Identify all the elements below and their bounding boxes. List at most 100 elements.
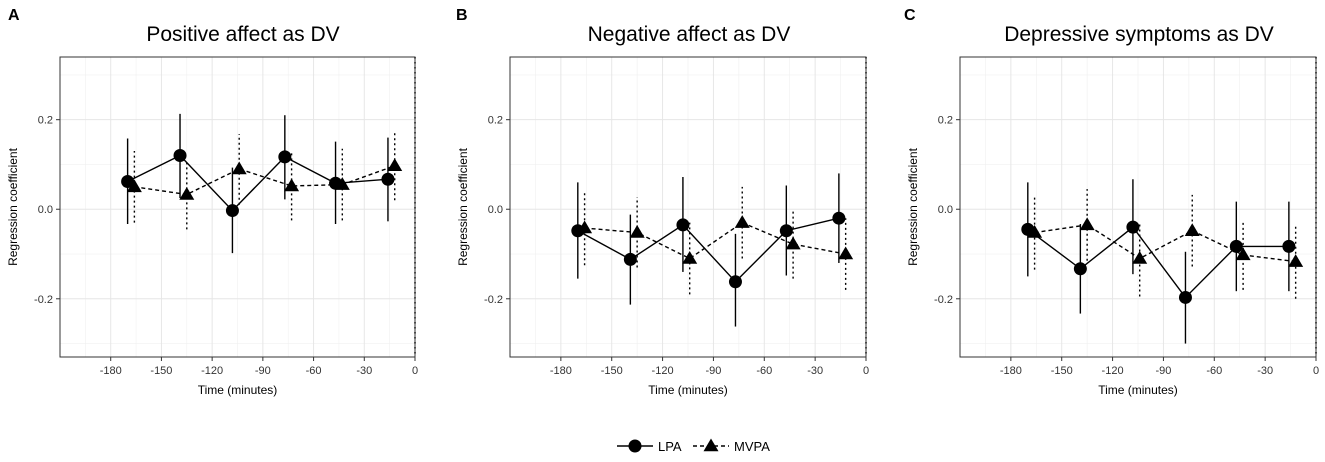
data-point <box>231 161 247 175</box>
legend-marker <box>628 439 642 453</box>
y-tick-label: -0.2 <box>934 294 953 306</box>
y-tick-label: -0.2 <box>484 294 503 306</box>
series-line <box>127 154 389 212</box>
y-tick-label: 0.2 <box>38 115 53 127</box>
data-point <box>1126 220 1140 234</box>
panel-letter: A <box>8 7 20 24</box>
x-tick-label: -30 <box>356 365 372 377</box>
data-point <box>126 179 142 193</box>
y-axis-label: Regression coefficient <box>6 147 20 266</box>
series-line <box>1034 224 1296 263</box>
x-axis-label: Time (minutes) <box>648 383 728 397</box>
series-lpa <box>571 173 846 327</box>
data-point <box>121 174 135 188</box>
series-lpa <box>1021 179 1296 344</box>
plot-border <box>59 56 416 358</box>
x-tick-label: -150 <box>1051 365 1073 377</box>
y-tick-label: 0.2 <box>938 115 953 127</box>
y-tick-label: 0.0 <box>938 204 953 216</box>
series-mvpa <box>577 186 854 295</box>
data-point <box>623 252 637 266</box>
data-point <box>1229 239 1243 253</box>
x-tick-label: 0 <box>1313 365 1319 377</box>
data-point <box>284 178 300 192</box>
x-tick-label: -120 <box>652 365 674 377</box>
chart-title: Negative affect as DV <box>588 23 791 46</box>
y-axis-label: Regression coefficient <box>456 147 470 266</box>
x-tick-label: -90 <box>255 365 271 377</box>
grid <box>510 57 867 357</box>
x-tick-label: -120 <box>201 365 223 377</box>
data-point <box>1288 254 1304 267</box>
data-point <box>387 158 403 172</box>
data-point <box>1178 290 1192 304</box>
data-point <box>1132 250 1148 264</box>
series-mvpa <box>126 130 403 230</box>
panel-b: B Negative affect as DV -180 -150 -120 -90 -60… <box>456 7 869 397</box>
data-point <box>629 225 645 238</box>
data-point <box>1184 223 1200 236</box>
x-tick-label: -30 <box>807 365 823 377</box>
y-tick-label: -0.2 <box>34 294 53 306</box>
x-tick-label: -90 <box>705 365 721 377</box>
data-point <box>1235 247 1251 261</box>
x-tick-label: 0 <box>412 365 418 377</box>
plot-border <box>959 56 1317 358</box>
data-point <box>676 218 690 232</box>
data-point <box>728 275 742 289</box>
data-point <box>179 186 195 200</box>
data-point <box>832 211 846 225</box>
y-axis-label: Regression coefficient <box>906 147 920 266</box>
x-tick-label: -180 <box>100 365 122 377</box>
data-point <box>1282 239 1296 253</box>
legend-label: LPA <box>658 439 682 454</box>
x-tick-label: -150 <box>150 365 172 377</box>
series-mvpa <box>1027 189 1304 299</box>
data-point <box>278 150 292 164</box>
legend-marker <box>703 438 719 452</box>
x-tick-label: -60 <box>756 365 772 377</box>
panel-letter: C <box>904 7 916 24</box>
x-tick-label: -60 <box>1206 365 1222 377</box>
x-tick-label: -30 <box>1257 365 1273 377</box>
legend-label: MVPA <box>734 439 770 454</box>
chart-title: Depressive symptoms as DV <box>1004 23 1274 46</box>
plot-border <box>509 56 867 358</box>
y-tick-label: 0.0 <box>488 204 503 216</box>
x-axis-label: Time (minutes) <box>198 383 278 397</box>
x-tick-label: -90 <box>1155 365 1171 377</box>
chart-title: Positive affect as DV <box>146 23 339 46</box>
x-tick-label: -60 <box>306 365 322 377</box>
data-point <box>1073 262 1087 276</box>
series-lpa <box>121 113 395 254</box>
data-point <box>577 220 593 234</box>
series-line <box>134 165 395 196</box>
legend-item-mvpa: MVPA <box>693 438 770 454</box>
x-tick-label: -180 <box>1000 365 1022 377</box>
panel-c: C Depressive symptoms as DV -180 -150 -120 -9… <box>904 7 1319 397</box>
legend-item-lpa: LPA <box>617 439 682 454</box>
panel-letter: B <box>456 7 468 24</box>
data-point <box>1079 217 1095 231</box>
x-tick-label: -120 <box>1102 365 1124 377</box>
x-tick-label: -150 <box>601 365 623 377</box>
data-point <box>779 224 793 238</box>
data-point <box>785 236 801 250</box>
series-line <box>1027 226 1289 299</box>
panel-a: A Positive affect as DV -180 -150 -120 -90 -60… <box>6 7 418 397</box>
data-point <box>682 250 698 264</box>
data-point <box>381 172 395 186</box>
y-tick-label: 0.2 <box>488 115 503 127</box>
data-point <box>225 204 239 218</box>
data-point <box>838 246 854 260</box>
data-point <box>334 177 350 190</box>
legend: LPA MVPA <box>617 438 770 454</box>
x-tick-label: -180 <box>550 365 572 377</box>
data-point <box>1027 225 1043 238</box>
data-point <box>173 149 187 163</box>
series-line <box>577 217 840 283</box>
series-line <box>584 221 846 260</box>
grid <box>960 57 1317 357</box>
data-point <box>734 215 750 228</box>
